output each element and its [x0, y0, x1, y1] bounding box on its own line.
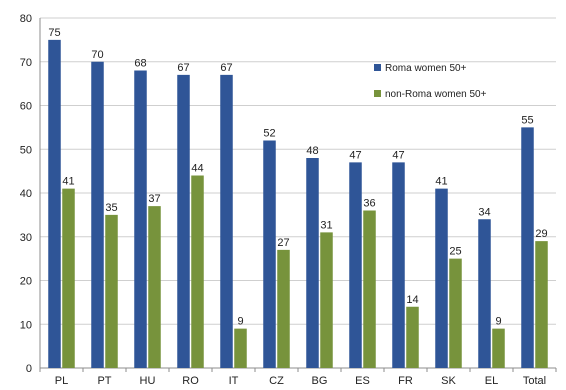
- y-tick-label: 0: [26, 363, 32, 375]
- bar-roma: [48, 39, 61, 368]
- x-tick-label: FR: [398, 375, 413, 387]
- x-tick-label: Total: [523, 375, 546, 387]
- data-label: 47: [392, 149, 404, 161]
- y-tick-label: 10: [20, 319, 32, 331]
- data-label: 44: [191, 163, 203, 175]
- data-label: 34: [478, 206, 490, 218]
- bar-roma: [306, 158, 319, 368]
- x-tick-label: ES: [355, 375, 370, 387]
- bar-roma: [220, 74, 233, 368]
- y-tick-label: 20: [20, 276, 32, 288]
- data-label: 9: [495, 316, 501, 328]
- data-label: 25: [449, 246, 461, 258]
- data-label: 47: [349, 149, 361, 161]
- bar-roma: [349, 162, 362, 368]
- bar-non-roma: [320, 232, 333, 368]
- data-label: 68: [134, 58, 146, 70]
- bar-non-roma: [148, 206, 161, 368]
- data-label: 27: [277, 237, 289, 249]
- x-tick-label: PT: [97, 375, 111, 387]
- data-label: 67: [220, 62, 232, 74]
- data-label: 35: [105, 202, 117, 214]
- bar-non-roma: [62, 188, 75, 368]
- data-label: 52: [263, 128, 275, 140]
- data-label: 29: [535, 228, 547, 240]
- legend-swatch: [374, 90, 381, 97]
- data-label: 48: [306, 145, 318, 157]
- x-tick-label: RO: [182, 375, 199, 387]
- x-tick-label: BG: [312, 375, 328, 387]
- data-label: 9: [237, 316, 243, 328]
- bar-non-roma: [492, 328, 505, 368]
- bar-roma: [392, 162, 405, 368]
- y-tick-label: 50: [20, 144, 32, 156]
- bar-non-roma: [363, 210, 376, 368]
- data-label: 41: [62, 176, 74, 188]
- data-label: 70: [91, 49, 103, 61]
- y-tick-label: 80: [20, 13, 32, 25]
- bar-roma: [177, 74, 190, 368]
- data-label: 55: [521, 114, 533, 126]
- x-tick-label: CZ: [269, 375, 284, 387]
- bar-roma: [478, 219, 491, 368]
- data-label: 37: [148, 193, 160, 205]
- data-label: 41: [435, 176, 447, 188]
- x-tick-label: IT: [229, 375, 239, 387]
- bar-roma: [435, 188, 448, 368]
- data-label: 36: [363, 198, 375, 210]
- legend-label: non-Roma women 50+: [385, 89, 487, 100]
- bar-roma: [521, 127, 534, 368]
- legend-label: Roma women 50+: [385, 63, 467, 74]
- x-tick-label: HU: [140, 375, 156, 387]
- data-label: 14: [406, 294, 418, 306]
- bar-roma: [91, 61, 104, 368]
- y-tick-label: 60: [20, 101, 32, 113]
- bar-non-roma: [234, 328, 247, 368]
- x-tick-label: PL: [55, 375, 68, 387]
- x-tick-label: EL: [485, 375, 498, 387]
- legend-swatch: [374, 64, 381, 71]
- data-label: 67: [177, 62, 189, 74]
- y-tick-label: 30: [20, 232, 32, 244]
- bar-non-roma: [535, 241, 548, 368]
- bar-non-roma: [105, 214, 118, 368]
- data-label: 31: [320, 219, 332, 231]
- bars: [48, 39, 548, 368]
- y-tick-label: 40: [20, 188, 32, 200]
- bar-roma: [134, 70, 147, 368]
- bar-roma: [263, 140, 276, 368]
- bar-non-roma: [191, 175, 204, 368]
- y-tick-label: 70: [20, 57, 32, 69]
- x-axis: PL PT HU RO IT CZ BG ES FR SK EL Total: [39, 368, 557, 387]
- data-labels: 75 41 70 35 68 37 67 44 67 9 52 27 48 31 47 36 47 14 41 25 3…: [48, 27, 547, 328]
- data-label: 75: [48, 27, 60, 39]
- bar-non-roma: [277, 249, 290, 368]
- x-tick-label: SK: [441, 375, 456, 387]
- legend: Roma women 50+ non-Roma women 50+: [374, 63, 487, 100]
- gridlines: [40, 17, 556, 369]
- bar-non-roma: [449, 258, 462, 368]
- bar-non-roma: [406, 306, 419, 368]
